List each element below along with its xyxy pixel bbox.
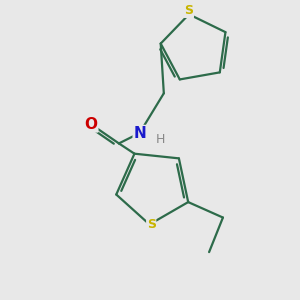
Text: S: S — [147, 218, 156, 231]
Text: S: S — [184, 4, 194, 17]
Text: H: H — [156, 134, 165, 146]
Text: O: O — [85, 117, 98, 132]
Text: N: N — [133, 125, 146, 140]
